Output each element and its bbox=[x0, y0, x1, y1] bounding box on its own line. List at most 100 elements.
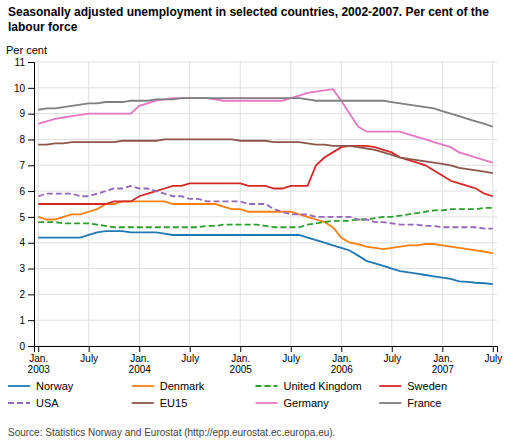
tick-mark bbox=[28, 165, 34, 166]
legend-label: Denmark bbox=[160, 380, 205, 392]
tick-label-line: 2005 bbox=[230, 364, 253, 375]
tick: 7 bbox=[19, 160, 34, 171]
tick-mark bbox=[89, 346, 90, 352]
tick-mark bbox=[28, 88, 34, 89]
series-line bbox=[38, 208, 493, 227]
legend-swatch bbox=[256, 402, 278, 404]
grid-line bbox=[34, 216, 497, 217]
tick: Jan.2006 bbox=[331, 346, 354, 375]
tick-mark bbox=[28, 243, 34, 244]
axis-line bbox=[35, 347, 498, 353]
legend-swatch bbox=[8, 402, 30, 404]
legend-label: Germany bbox=[284, 397, 330, 409]
tick-label-line: Jan. bbox=[29, 353, 48, 364]
tick-label-line: July bbox=[484, 353, 502, 364]
tick-label: 6 bbox=[19, 186, 25, 197]
grid-line bbox=[240, 62, 241, 346]
lines bbox=[38, 89, 493, 284]
tick-mark bbox=[493, 346, 494, 352]
grid-line bbox=[492, 62, 493, 346]
tick: Jan.2007 bbox=[432, 346, 455, 375]
chart-title: Seasonally adjusted unemployment in sele… bbox=[8, 5, 489, 34]
tick-label-line: Jan. bbox=[130, 353, 149, 364]
grid-line bbox=[34, 320, 497, 321]
legend-label: Sweden bbox=[407, 380, 447, 392]
tick-label: 8 bbox=[19, 134, 25, 145]
legend-label: Norway bbox=[36, 380, 74, 392]
tick: 4 bbox=[19, 237, 34, 248]
y-axis: 0 1 2 3 4 5 6 7 8 9 10 11 bbox=[14, 57, 35, 352]
tick-label-line: 2007 bbox=[432, 364, 455, 375]
tick-label: 4 bbox=[19, 237, 25, 248]
tick-label-line: 2006 bbox=[331, 364, 354, 375]
y-axis-label: Per cent bbox=[6, 44, 47, 56]
tick-label: Jan.2004 bbox=[129, 353, 152, 375]
tick: Jan.2003 bbox=[28, 346, 51, 375]
tick-label: Jan.2006 bbox=[331, 353, 354, 375]
tick-label: July bbox=[282, 353, 300, 364]
tick-label: July bbox=[484, 353, 502, 364]
legend-item: Norway bbox=[8, 380, 74, 392]
tick-label: 0 bbox=[19, 341, 25, 352]
grid-line bbox=[34, 294, 497, 295]
grid-line bbox=[34, 87, 497, 88]
tick-label: 2 bbox=[19, 289, 25, 300]
tick: 10 bbox=[14, 83, 34, 94]
tick-mark bbox=[139, 346, 140, 352]
series-line bbox=[38, 146, 493, 204]
tick: 8 bbox=[19, 134, 34, 145]
tick-label: 9 bbox=[19, 108, 25, 119]
tick-mark bbox=[392, 346, 393, 352]
legend-swatch bbox=[132, 402, 154, 404]
tick-mark bbox=[28, 191, 34, 192]
grid bbox=[34, 62, 497, 346]
tick-mark bbox=[442, 346, 443, 352]
tick: 11 bbox=[15, 57, 34, 68]
tick-label: 5 bbox=[19, 212, 25, 223]
tick-label: Jan.2005 bbox=[230, 353, 253, 375]
tick: July bbox=[383, 346, 401, 364]
chart-svg: Seasonally adjusted unemployment in sele… bbox=[0, 0, 511, 442]
tick: Jan.2005 bbox=[230, 346, 253, 375]
tick: July bbox=[181, 346, 199, 364]
legend-swatch bbox=[8, 385, 30, 387]
series-line bbox=[38, 186, 493, 229]
tick-label: 11 bbox=[15, 57, 26, 68]
tick: 1 bbox=[19, 315, 34, 326]
tick-label-line: July bbox=[282, 353, 300, 364]
tick-label-line: 2003 bbox=[28, 364, 51, 375]
legend-swatch bbox=[132, 385, 154, 387]
series-line bbox=[38, 231, 493, 284]
tick-label-line: 2004 bbox=[129, 364, 152, 375]
series-line bbox=[38, 98, 493, 126]
tick-label: Jan.2003 bbox=[28, 353, 51, 375]
legend-item: France bbox=[379, 397, 441, 409]
tick-label-line: July bbox=[181, 353, 199, 364]
tick: 6 bbox=[19, 186, 34, 197]
tick-mark bbox=[28, 346, 34, 347]
tick-label: 10 bbox=[14, 83, 26, 94]
tick-mark bbox=[38, 346, 39, 352]
tick-label: 3 bbox=[19, 263, 25, 274]
legend-item: Sweden bbox=[379, 380, 447, 392]
legend-swatch bbox=[379, 385, 401, 387]
tick-mark bbox=[28, 217, 34, 218]
legend: NorwayDenmarkUnited KingdomSwedenUSAEU15… bbox=[8, 380, 447, 409]
plot-area: 01234567891011Jan.2003JulyJan.2004JulyJa… bbox=[14, 57, 502, 375]
grid-line bbox=[34, 268, 497, 269]
legend-label: USA bbox=[36, 397, 59, 409]
source-note: Source: Statistics Norway and Eurostat (… bbox=[8, 427, 335, 438]
tick: 9 bbox=[19, 108, 34, 119]
tick-mark bbox=[28, 294, 34, 295]
tick-label: 7 bbox=[19, 160, 25, 171]
tick-mark bbox=[28, 139, 34, 140]
series-line bbox=[38, 89, 493, 163]
axis-line bbox=[28, 63, 35, 347]
x-axis: Jan.2003JulyJan.2004JulyJan.2005JulyJan.… bbox=[28, 346, 503, 375]
series-line bbox=[38, 139, 493, 173]
tick-label: 1 bbox=[19, 315, 25, 326]
tick: July bbox=[80, 346, 98, 364]
tick-mark bbox=[341, 346, 342, 352]
tick-label: July bbox=[181, 353, 199, 364]
grid-line bbox=[391, 62, 392, 346]
